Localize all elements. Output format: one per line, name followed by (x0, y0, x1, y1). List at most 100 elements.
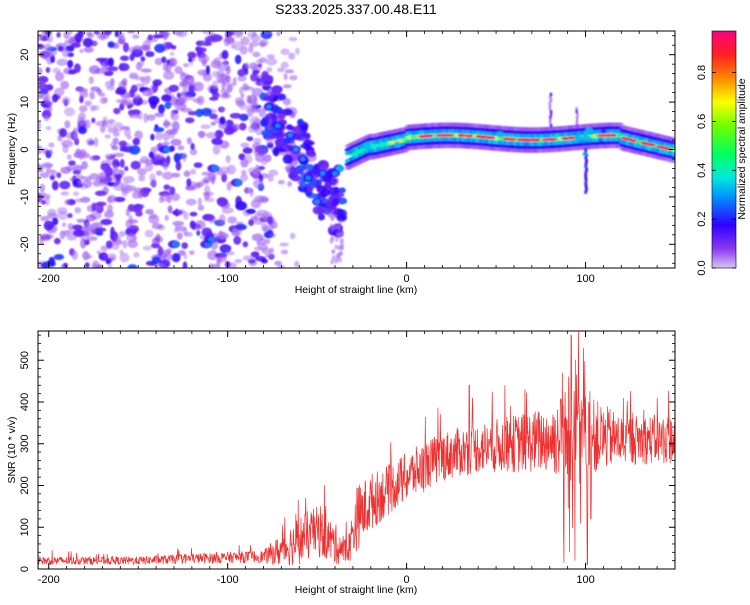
spectrogram-cell (110, 226, 115, 237)
spectrogram-cell (137, 61, 145, 68)
spectrogram-cell (111, 145, 119, 151)
spectrogram-cell (163, 70, 175, 80)
spectrogram-cell (289, 111, 296, 119)
spectrogram-cell (118, 63, 130, 72)
spectrogram-cell (74, 33, 82, 44)
spectrogram-cell (314, 199, 320, 204)
spectrogram-cell (53, 237, 61, 245)
spectrogram-cell (316, 185, 327, 194)
snr-panel: -200 -100 0 100 0 100 200 300 400 500 Height of … (6, 330, 676, 596)
spectrogram-cell (335, 231, 340, 237)
spectrogram-cell (117, 38, 125, 44)
spectrogram-cell (208, 237, 215, 243)
spectrogram-cell (112, 163, 119, 172)
spectrogram-cell (575, 106, 579, 111)
spectrogram-cell (178, 250, 186, 256)
spectrogram-cell (54, 71, 65, 82)
spectrogram-cell (57, 207, 68, 215)
spectrogram-cell (40, 215, 50, 222)
spectrogram-cell (205, 132, 218, 139)
spectrogram-cell (277, 112, 286, 120)
spectrogram-ytick-label: 0 (19, 146, 31, 152)
spectrogram-cell (140, 56, 146, 62)
spectrogram-cell (318, 164, 328, 171)
spectrogram-cell (105, 240, 113, 249)
spectrogram-cell (225, 65, 231, 75)
spectrogram-cell (234, 54, 242, 65)
spectrogram-cell (210, 121, 216, 126)
spectrogram-cell (179, 71, 186, 77)
spectrogram-cell (172, 220, 185, 227)
spectrogram-cell (237, 75, 247, 82)
spectrogram-cell (198, 54, 210, 64)
spectrogram-cell (132, 137, 141, 146)
spectrogram-cell (38, 163, 43, 173)
spectrogram-cell (112, 131, 120, 137)
spectrogram-cell (113, 107, 121, 115)
spectrogram-cell (150, 133, 155, 141)
spectrogram-cell (148, 214, 160, 225)
snr-ytick-label: 300 (19, 435, 31, 453)
spectrogram-cell (61, 222, 67, 228)
spectrogram-cell (225, 155, 231, 164)
spectrogram-cell (95, 201, 107, 207)
spectrogram-cell (107, 263, 113, 268)
spectrogram-cell (84, 100, 92, 107)
spectrogram-cell (97, 92, 106, 97)
spectrogram-cell (48, 149, 53, 156)
spectrogram-cell (299, 133, 310, 138)
spectrogram-cell (171, 121, 180, 132)
spectrogram-cell (252, 168, 262, 176)
spectrogram-cell (336, 226, 341, 232)
spectrogram-xtick-label: -200 (38, 273, 60, 285)
spectrogram-cell (363, 144, 372, 151)
spectrogram-cell (68, 160, 76, 166)
spectrogram-cell (116, 87, 124, 95)
spectrogram-cell (253, 246, 264, 252)
spectrogram-cell (221, 50, 229, 60)
spectrogram-cell (111, 243, 120, 250)
spectrogram-cell (90, 105, 96, 112)
spectrogram-cell (611, 133, 617, 137)
spectrogram-cell (277, 67, 285, 73)
spectrogram-cell (186, 178, 192, 187)
spectrogram-cell (217, 254, 227, 263)
spectrogram-cell (48, 256, 56, 267)
spectrogram-cell (250, 251, 260, 258)
spectrogram-cell (338, 257, 343, 263)
spectrogram-cell (288, 52, 296, 60)
spectrogram-cell (167, 205, 173, 213)
spectrogram-cell (119, 252, 130, 263)
snr-frame (37, 330, 676, 570)
spectrogram-cell (125, 208, 131, 217)
spectrogram-cell (266, 66, 273, 73)
spectrogram-cell (130, 234, 137, 242)
spectrogram-cell (548, 118, 552, 123)
spectrogram-cell (200, 124, 211, 130)
spectrogram-cell (185, 198, 197, 206)
snr-ytick-label: 500 (19, 351, 31, 369)
spectrogram-cell (267, 174, 274, 182)
spectrogram-cell (199, 40, 207, 46)
spectrogram-cell (120, 182, 131, 193)
spectrogram-cell (154, 153, 164, 160)
spectrogram-ytick-label: 10 (19, 96, 31, 108)
spectrogram-cell (151, 223, 163, 230)
spectrogram-cell (124, 166, 129, 172)
spectrogram-cell (334, 236, 339, 242)
spectrogram-cell (124, 127, 131, 138)
spectrogram-cell (171, 193, 181, 202)
spectrogram-cell (549, 92, 553, 97)
spectrogram-cell (38, 67, 43, 75)
spectrogram-cell (189, 220, 196, 229)
colorbar-gradient (711, 30, 737, 269)
spectrogram-cell (548, 120, 552, 125)
spectrogram-cell (467, 134, 473, 138)
spectrogram-cell (252, 179, 264, 189)
spectrogram-cell (300, 156, 306, 161)
spectrogram-cell (270, 220, 278, 229)
spectrogram-cell (59, 128, 67, 138)
spectrogram-cell (85, 31, 93, 37)
spectrogram-cell (126, 93, 132, 99)
